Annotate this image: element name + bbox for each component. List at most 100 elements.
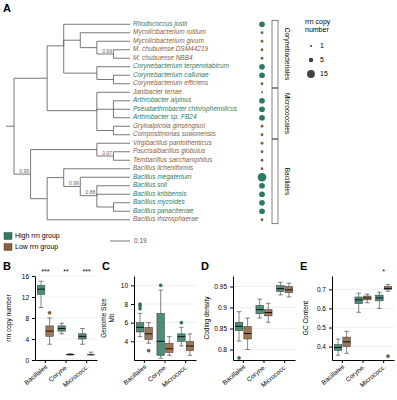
- whisker-cap: [245, 318, 250, 319]
- whisker: [189, 334, 190, 341]
- branch: [64, 46, 97, 73]
- box: [79, 334, 87, 339]
- rrn-dot: [261, 142, 264, 145]
- branch: [97, 150, 114, 156]
- tree: 0.990.970.990.990.88Rhodococcus jostiiMy…: [6, 20, 238, 224]
- whisker: [49, 318, 50, 326]
- whisker-cap: [167, 336, 172, 337]
- grid-line: [35, 318, 97, 319]
- whisker: [49, 336, 50, 344]
- tick-mark: [185, 360, 186, 363]
- whisker: [140, 313, 141, 322]
- tick: Micrococc.: [61, 360, 89, 388]
- whisker-cap: [89, 352, 94, 353]
- whisker-cap: [47, 318, 52, 319]
- tick-label: Micrococc.: [358, 363, 386, 388]
- rrn-dot: [259, 200, 265, 206]
- tick-label: 8: [124, 301, 128, 308]
- tick: Micrococc.: [358, 360, 386, 388]
- whisker-cap: [39, 307, 44, 308]
- annotation: ***: [83, 268, 91, 275]
- box: [157, 313, 165, 355]
- tick-mark: [342, 360, 343, 363]
- tick: Micrococc.: [259, 360, 287, 388]
- whisker-cap: [287, 297, 292, 298]
- box: [166, 343, 174, 352]
- median: [334, 347, 342, 348]
- taxon-label: Compostimonas suwonensis: [133, 130, 216, 138]
- whisker: [82, 339, 83, 344]
- legend: High rrn groupLow rrn group: [4, 232, 60, 251]
- legend-entry: High rrn group: [15, 232, 60, 240]
- tick-mark: [243, 360, 244, 363]
- branch: [113, 126, 130, 130]
- whisker: [379, 292, 380, 295]
- whisker-cap: [266, 303, 271, 304]
- whisker-cap: [257, 318, 262, 319]
- annotation: ***: [41, 268, 49, 275]
- box: [277, 286, 285, 292]
- root-branch: [6, 126, 14, 127]
- box: [67, 354, 75, 356]
- support-value: 0.99: [69, 180, 79, 186]
- tick: 12: [22, 294, 35, 301]
- whisker: [280, 282, 281, 285]
- whisker-cap: [167, 355, 172, 356]
- branch: [113, 131, 130, 135]
- whisker: [280, 292, 281, 295]
- y-axis-title-line: Mb: [107, 313, 114, 322]
- panel-tree: A0.990.970.990.990.88Rhodococcus jostiiM…: [3, 2, 331, 251]
- branch: [80, 33, 130, 40]
- panel-title: D: [201, 260, 209, 272]
- median: [79, 336, 87, 337]
- tick-mark: [230, 329, 233, 330]
- whisker: [169, 337, 170, 344]
- box: [265, 310, 273, 316]
- whisker: [247, 318, 248, 326]
- whisker-cap: [80, 328, 85, 329]
- median: [265, 312, 273, 313]
- support-value: 0.99: [19, 168, 29, 174]
- panel-box: C46810BacillalesCoryne.Micrococc.Genome …: [100, 260, 196, 388]
- whisker-cap: [237, 341, 242, 342]
- tick-label: 0.9: [218, 304, 227, 311]
- size-legend-label: 1: [320, 42, 324, 49]
- taxon-label: Arthrobacter alpinus: [132, 96, 192, 104]
- whisker: [239, 331, 240, 342]
- whisker: [338, 339, 339, 345]
- whisker-cap: [47, 344, 52, 345]
- whisker: [82, 329, 83, 334]
- whisker: [140, 332, 141, 337]
- whisker-cap: [278, 282, 283, 283]
- box: [145, 327, 153, 339]
- flier: [48, 311, 51, 314]
- whisker: [247, 339, 248, 350]
- panel-title: A: [3, 2, 11, 14]
- tick: 0.95: [214, 283, 233, 290]
- grid-line: [35, 276, 97, 277]
- tick-mark: [131, 285, 134, 286]
- whisker-cap: [344, 353, 349, 354]
- whisker-cap: [257, 299, 262, 300]
- box: [235, 322, 243, 330]
- y-axis: 0.40.50.60.7: [317, 277, 333, 361]
- tick: 6: [124, 319, 134, 326]
- rrn-dot: [261, 40, 264, 43]
- whisker-cap: [245, 349, 250, 350]
- x-axis: BacillalesCoryne.Micrococc.: [221, 360, 296, 388]
- tick: 10: [121, 282, 134, 289]
- tick-mark: [32, 360, 35, 361]
- tick-label: 0.6: [317, 305, 326, 312]
- branch: [113, 203, 130, 207]
- tick-label: 10: [121, 282, 129, 289]
- tick-mark: [32, 276, 35, 277]
- tick: 0.9: [218, 304, 233, 311]
- whisker: [239, 312, 240, 323]
- branch: [113, 54, 130, 58]
- rrn-dot: [261, 91, 263, 93]
- tick-mark: [329, 328, 332, 329]
- box: [186, 341, 194, 350]
- branch: [97, 111, 114, 131]
- group-label: Corynebacteriales: [283, 28, 291, 81]
- tick-mark: [144, 360, 145, 363]
